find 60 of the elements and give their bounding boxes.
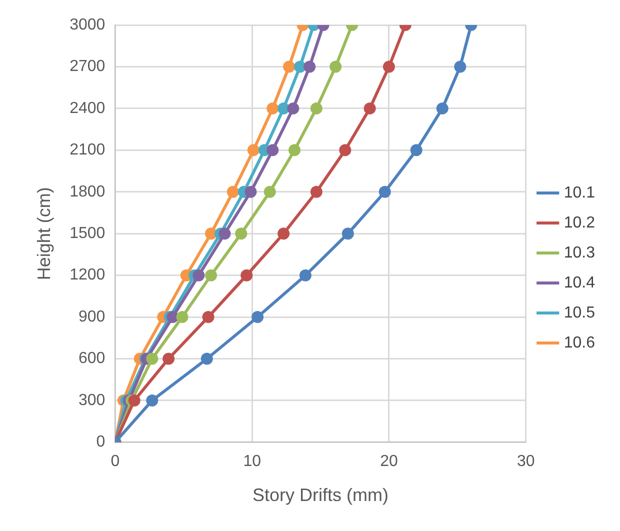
x-tick-label: 30 [516, 453, 535, 470]
y-tick-label: 2400 [70, 100, 106, 117]
point [252, 311, 264, 324]
point [287, 102, 300, 114]
point [146, 352, 158, 365]
point [146, 394, 158, 406]
y-tick-label: 2100 [70, 142, 106, 159]
y-tick-label: 1800 [70, 183, 106, 200]
point [240, 269, 253, 282]
x-tick-label: 10 [243, 453, 262, 470]
point [162, 352, 175, 365]
point [235, 228, 248, 240]
point [218, 228, 231, 240]
legend-label: 10.3 [564, 244, 596, 262]
point [226, 186, 239, 198]
point [304, 60, 316, 73]
point [176, 311, 188, 324]
point [205, 269, 218, 282]
point [200, 352, 213, 365]
point [247, 144, 260, 156]
x-axis-title: Story Drifts (mm) [252, 485, 389, 506]
point [288, 144, 301, 156]
x-tick-label: 0 [110, 453, 120, 470]
legend-label: 10.2 [564, 214, 596, 232]
point [436, 102, 448, 114]
point [299, 269, 312, 282]
point [382, 60, 395, 73]
y-tick-label: 2700 [70, 58, 106, 76]
point [166, 311, 179, 324]
point [192, 269, 205, 282]
legend-label: 10.5 [564, 304, 596, 322]
x-tick-label: 20 [380, 453, 398, 470]
point [378, 186, 391, 198]
point [128, 394, 140, 406]
y-tick-label: 1200 [70, 266, 106, 284]
y-tick-label: 0 [96, 434, 106, 451]
point [310, 102, 322, 114]
point [266, 102, 279, 114]
legend-label: 10.1 [564, 184, 596, 202]
y-axis-title: Height (cm) [34, 187, 54, 280]
legend-label: 10.4 [564, 274, 596, 292]
y-tick-label: 300 [78, 392, 106, 409]
y-tick-label: 1500 [70, 225, 106, 242]
point [283, 60, 296, 73]
point [410, 144, 422, 156]
point [202, 311, 214, 324]
point [364, 102, 376, 114]
point [339, 144, 352, 156]
point [266, 144, 279, 156]
point [330, 60, 342, 73]
point [264, 186, 276, 198]
point [244, 186, 257, 198]
point [278, 228, 290, 240]
point [454, 60, 466, 73]
point [310, 186, 322, 198]
y-tick-label: 900 [78, 308, 106, 326]
y-tick-label: 600 [78, 350, 106, 368]
legend-label: 10.6 [564, 334, 596, 352]
y-tick-label: 3000 [70, 16, 106, 34]
point [342, 228, 354, 240]
